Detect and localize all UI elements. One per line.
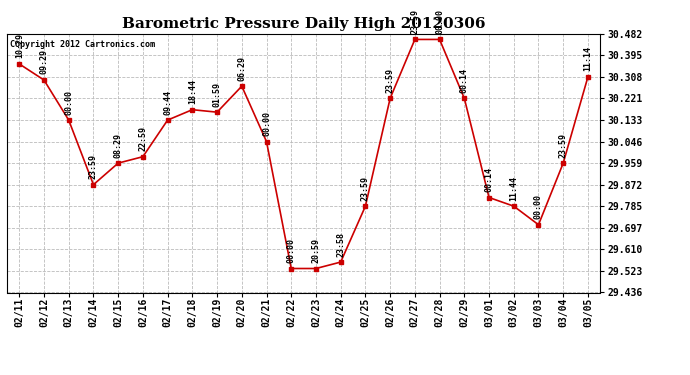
Text: 00:14: 00:14 [484,167,493,192]
Text: 00:00: 00:00 [262,111,271,136]
Text: 06:29: 06:29 [237,56,246,81]
Text: 22:59: 22:59 [139,126,148,151]
Text: 10:29: 10:29 [14,33,23,58]
Text: 00:00: 00:00 [64,90,73,114]
Title: Barometric Pressure Daily High 20120306: Barometric Pressure Daily High 20120306 [122,17,485,31]
Text: 23:59: 23:59 [89,154,98,179]
Text: 08:29: 08:29 [114,133,123,158]
Text: 11:44: 11:44 [509,176,518,201]
Text: 23:59: 23:59 [361,176,370,201]
Text: 09:44: 09:44 [163,90,172,114]
Text: Copyright 2012 Cartronics.com: Copyright 2012 Cartronics.com [10,40,155,49]
Text: 18:44: 18:44 [188,79,197,104]
Text: 00:00: 00:00 [534,194,543,219]
Text: 00:14: 00:14 [460,68,469,93]
Text: 00:00: 00:00 [435,9,444,34]
Text: 23:59: 23:59 [559,133,568,158]
Text: 23:58: 23:58 [336,231,345,256]
Text: 09:29: 09:29 [39,50,48,75]
Text: 23:59: 23:59 [386,68,395,93]
Text: 01:59: 01:59 [213,82,221,106]
Text: 20:59: 20:59 [311,238,320,263]
Text: 23:59: 23:59 [411,9,420,34]
Text: 00:00: 00:00 [287,238,296,263]
Text: 11:14: 11:14 [584,46,593,71]
